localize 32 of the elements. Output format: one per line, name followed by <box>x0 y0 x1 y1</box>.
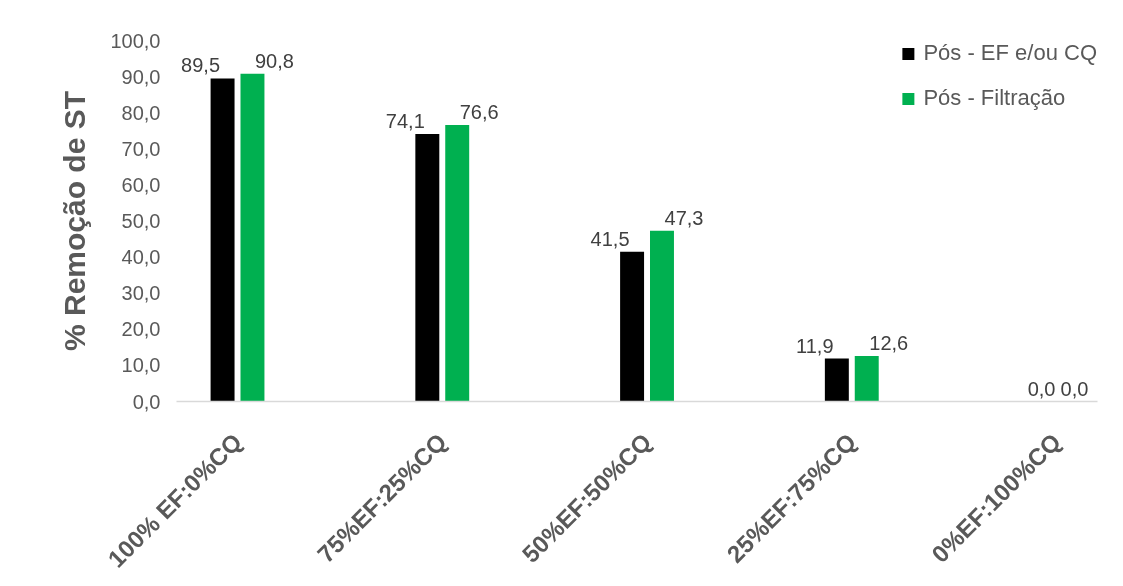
data-label: 12,6 <box>869 332 909 355</box>
y-tick-label: 70,0 <box>121 137 161 160</box>
bar <box>210 78 235 402</box>
y-tick-label: 90,0 <box>121 65 161 88</box>
y-tick-label: 20,0 <box>121 318 161 341</box>
bar <box>445 124 470 402</box>
bar <box>620 251 645 402</box>
data-label: 89,5 <box>181 54 221 77</box>
bar <box>650 230 674 402</box>
y-axis-title: % Remoção de ST <box>58 90 92 352</box>
y-tick-label: 80,0 <box>121 101 161 124</box>
data-label: 0,0 <box>1027 377 1056 400</box>
data-label: 11,9 <box>796 334 834 357</box>
bar <box>240 73 265 402</box>
data-label: 74,1 <box>385 110 425 132</box>
y-tick-label: 10,0 <box>121 354 161 377</box>
y-tick-label: 30,0 <box>121 282 161 305</box>
y-tick-label: 0,0 <box>132 390 161 413</box>
bar <box>824 358 849 402</box>
data-label: 41,5 <box>590 227 630 250</box>
y-tick-label: 50,0 <box>121 210 161 232</box>
bar <box>854 356 879 402</box>
y-tick-label: 40,0 <box>121 246 161 269</box>
legend-label: Pós - Filtração <box>923 85 1066 111</box>
y-tick-label: 100,0 <box>110 29 161 52</box>
legend-label: Pós - EF e/ou CQ <box>923 40 1097 66</box>
data-label: 47,3 <box>664 206 704 229</box>
bar <box>415 134 440 402</box>
data-label: 76,6 <box>459 100 499 123</box>
data-label: 0,0 <box>1060 377 1089 400</box>
data-label: 90,8 <box>255 49 294 72</box>
y-tick-label: 60,0 <box>121 173 161 196</box>
